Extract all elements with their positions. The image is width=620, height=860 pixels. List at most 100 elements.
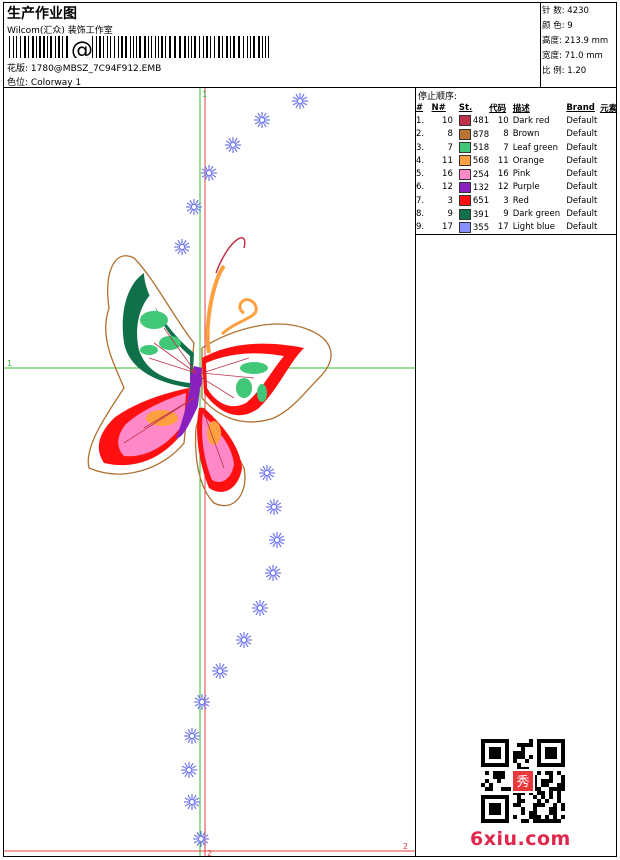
- marker-top: 1: [202, 90, 207, 99]
- row-index: 1.: [416, 115, 425, 126]
- row-brand: Default: [566, 155, 598, 166]
- stat-colors: 颜 色: 9: [542, 21, 573, 31]
- row-needle: 3: [447, 195, 453, 206]
- row-desc: Dark red: [512, 115, 550, 126]
- col-stitches: St.: [458, 102, 473, 113]
- star-motif: [194, 694, 210, 710]
- row-index: 6.: [416, 182, 425, 193]
- col-index: #: [416, 102, 424, 113]
- row-element: [600, 141, 620, 154]
- table-divider: [415, 234, 617, 235]
- row-index: 5.: [416, 169, 425, 180]
- row-code: 3: [503, 195, 509, 206]
- row-stitches: 132: [472, 182, 490, 193]
- row-element: [600, 207, 620, 220]
- row-brand: Default: [566, 129, 598, 140]
- qr-stamp-text: 秀: [516, 775, 529, 790]
- row-stitches: 568: [472, 156, 490, 167]
- table-row: 5. 16 254 16 Pink Default: [416, 167, 620, 180]
- color-swatch: [458, 208, 471, 220]
- star-motif: [254, 112, 270, 128]
- design-canvas: 1 1 2 2: [4, 88, 415, 856]
- table-row: 8. 9 391 9 Dark green Default: [416, 207, 620, 220]
- star-motif: [184, 794, 200, 810]
- design-file: 花版: 1780@MBSZ_7C94F912.EMB: [7, 64, 162, 74]
- color-swatch: [458, 142, 471, 154]
- row-code: 10: [497, 115, 509, 126]
- row-swatch: 391: [458, 207, 490, 220]
- col-code: 代码: [489, 103, 507, 114]
- row-desc: Purple: [512, 182, 540, 193]
- col-brand: Brand: [566, 102, 595, 113]
- row-index: 8.: [416, 209, 425, 220]
- marker-right: 2: [403, 842, 408, 851]
- color-swatch: [458, 181, 471, 193]
- row-brand: Default: [566, 115, 598, 126]
- stat-height: 高度: 213.9 mm: [542, 36, 609, 46]
- row-swatch: 355: [458, 221, 489, 234]
- color-swatch: [458, 115, 471, 127]
- row-needle: 7: [447, 142, 453, 153]
- table-header: # N# St. 代码 描述 Brand 元素: [416, 101, 620, 114]
- col-desc: 描述: [512, 103, 530, 114]
- row-needle: 17: [442, 222, 453, 233]
- header-divider: [3, 87, 617, 88]
- row-brand: Default: [566, 182, 598, 193]
- col-needle: N#: [431, 102, 446, 113]
- stat-width: 宽度: 71.0 mm: [542, 51, 603, 61]
- star-motif: [184, 728, 200, 744]
- row-swatch: 568: [458, 154, 490, 167]
- color-swatch: [458, 195, 471, 207]
- row-element: [600, 181, 620, 194]
- row-brand: Default: [566, 209, 598, 220]
- row-needle: 9: [447, 209, 453, 220]
- star-motif: [259, 465, 275, 481]
- row-index: 3.: [416, 142, 425, 153]
- star-motif: [252, 600, 268, 616]
- row-desc: Leaf green: [512, 142, 558, 153]
- row-element: [600, 194, 620, 207]
- color-swatch: [458, 155, 471, 167]
- row-index: 2.: [416, 129, 425, 140]
- row-needle: 11: [442, 155, 453, 166]
- row-stitches: 651: [472, 196, 490, 207]
- star-motif-trail: [174, 93, 308, 847]
- row-code: 11: [497, 155, 509, 166]
- row-element: [600, 154, 620, 167]
- row-desc: Pink: [512, 169, 531, 180]
- row-stitches: 391: [472, 209, 490, 220]
- qr-stamp: [513, 771, 533, 791]
- row-needle: 12: [442, 182, 453, 193]
- row-desc: Red: [512, 195, 529, 206]
- row-swatch: 254: [458, 167, 489, 180]
- page-title: 生产作业图: [7, 6, 77, 22]
- star-motif: [266, 499, 282, 515]
- row-element: [600, 114, 620, 127]
- color-swatch: [458, 168, 471, 180]
- stop-sequence-table: # N# St. 代码 描述 Brand 元素 1. 10 481 10 Dark re…: [416, 101, 620, 234]
- row-brand: Default: [566, 142, 598, 153]
- row-code: 8: [503, 129, 509, 140]
- row-element: [600, 167, 620, 180]
- star-motif: [193, 831, 209, 847]
- table-row: 2. 8 878 8 Brown Default: [416, 128, 620, 141]
- star-motif: [174, 239, 190, 255]
- stop-sequence-title: 停止顺序:: [418, 92, 458, 102]
- row-swatch: 132: [458, 181, 490, 194]
- color-swatch: [458, 128, 471, 140]
- row-stitches: 481: [472, 116, 490, 127]
- document-frame: [3, 2, 617, 857]
- color-swatch: [458, 221, 471, 233]
- panel-divider: [415, 87, 416, 857]
- row-element: [600, 128, 620, 141]
- company-name: Wilcom(汇众) 装饰工作室: [7, 26, 113, 36]
- row-code: 16: [497, 169, 509, 180]
- table-row: 1. 10 481 10 Dark red Default: [416, 114, 620, 127]
- stats-panel: 针 数: 4230 颜 色: 9 高度: 213.9 mm 宽度: 71.0 m…: [542, 4, 608, 79]
- star-motif: [269, 532, 285, 548]
- table-row: 9. 17 355 17 Light blue Default: [416, 221, 620, 234]
- table-row: 6. 12 132 12 Purple Default: [416, 181, 620, 194]
- qr-code: 秀: [481, 739, 565, 823]
- stat-stitches: 针 数: 4230: [542, 6, 589, 16]
- barcode-glyph: @: [71, 38, 93, 58]
